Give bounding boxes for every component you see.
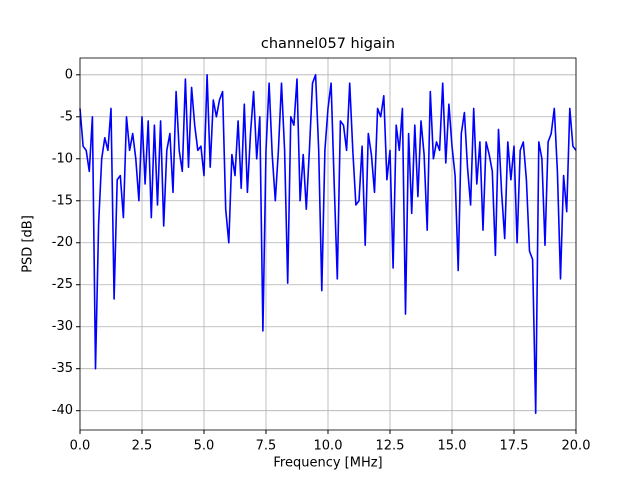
x-tick-label: 20.0 <box>562 439 591 454</box>
x-tick-label: 15.0 <box>438 439 467 454</box>
y-axis-label: PSD [dB] <box>21 215 36 273</box>
y-tick-label: -10 <box>52 151 73 166</box>
x-tick-label: 7.5 <box>256 439 277 454</box>
chart-title: channel057 higain <box>261 36 395 52</box>
y-tick-label: -20 <box>52 235 73 250</box>
x-tick-label: 0.0 <box>70 439 91 454</box>
x-tick-label: 5.0 <box>194 439 215 454</box>
data-line <box>79 73 577 415</box>
y-tick-label: -15 <box>52 193 73 208</box>
y-tick-label: -25 <box>52 277 73 292</box>
y-tick-label: -30 <box>52 319 73 334</box>
x-tick-label: 2.5 <box>132 439 153 454</box>
x-tick-label: 12.5 <box>376 439 405 454</box>
y-tick-label: -40 <box>52 403 73 418</box>
x-tick-label: 10.0 <box>314 439 343 454</box>
y-tick-label: -35 <box>52 361 73 376</box>
y-tick-label: -5 <box>60 109 73 124</box>
y-tick-label: 0 <box>65 67 73 82</box>
plot-frame <box>79 57 577 431</box>
x-axis-label: Frequency [MHz] <box>273 456 382 471</box>
x-tick-label: 17.5 <box>500 439 529 454</box>
